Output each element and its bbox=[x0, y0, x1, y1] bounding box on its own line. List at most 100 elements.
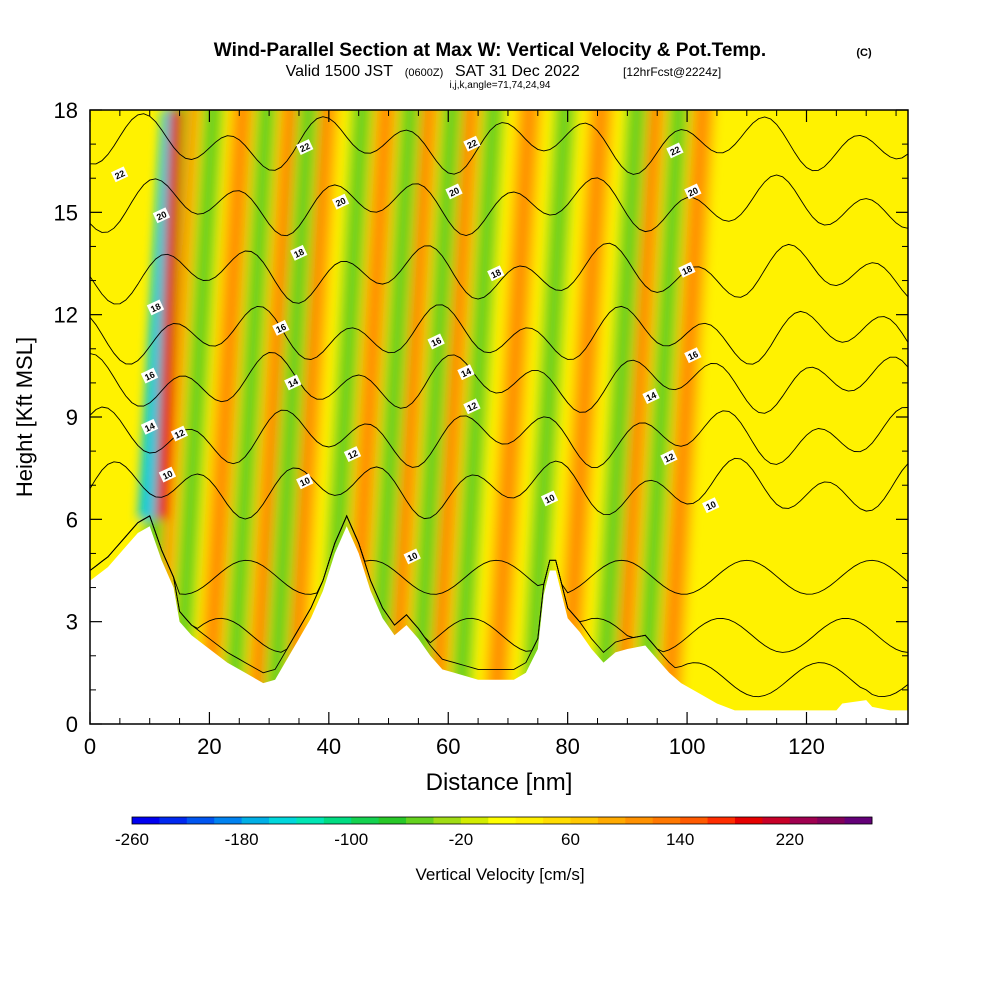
colorbar-swatch bbox=[488, 817, 517, 824]
contour-label-text: 22 bbox=[668, 144, 681, 157]
updraft-core bbox=[615, 110, 660, 724]
contour-label-text: 16 bbox=[274, 322, 287, 335]
contour-label-bg bbox=[540, 490, 559, 507]
colorbar-tick-label: 60 bbox=[561, 830, 580, 849]
y-tick-label: 6 bbox=[66, 507, 78, 532]
colorbar-swatch bbox=[433, 817, 462, 824]
contour-label-bg bbox=[110, 166, 129, 183]
contour-labels: 22 22 22 22 20 20 20 20 18 18 18 18 16 16 16 16 14 14 14 14… bbox=[110, 135, 720, 565]
contour-label-bg bbox=[284, 374, 302, 391]
contour-label-bg bbox=[427, 333, 445, 350]
x-tick-label: 100 bbox=[669, 734, 706, 759]
theta-contour bbox=[90, 352, 908, 414]
colorbar-swatch bbox=[817, 817, 845, 824]
contour-label: 10 bbox=[403, 548, 421, 565]
contour-label-bg bbox=[140, 418, 159, 435]
x-tick-label: 20 bbox=[197, 734, 221, 759]
contour-label-bg bbox=[158, 466, 177, 483]
colorbar-swatch bbox=[323, 817, 352, 824]
downdraft-core bbox=[454, 110, 498, 724]
x-axis-label: Distance [nm] bbox=[426, 769, 573, 796]
contour-label: 16 bbox=[427, 333, 445, 350]
contour-label-text: 14 bbox=[286, 376, 299, 389]
updraft-core bbox=[430, 110, 475, 724]
contour-label-text: 10 bbox=[704, 499, 717, 512]
contour-label-text: 20 bbox=[686, 185, 699, 198]
y-tick-label: 12 bbox=[54, 303, 78, 328]
plot-area bbox=[90, 110, 908, 724]
theta-contour-low bbox=[90, 514, 908, 698]
contour-label: 18 bbox=[487, 265, 505, 282]
colorbar: -260 -180 -100 -20 60 140 220 bbox=[115, 816, 873, 849]
contour-label-bg bbox=[296, 473, 314, 490]
downdraft-core bbox=[526, 110, 570, 724]
contour-label-bg bbox=[457, 364, 475, 381]
contour-label: 22 bbox=[110, 166, 129, 183]
theta-contour bbox=[90, 113, 908, 175]
contour-label-bg bbox=[170, 425, 189, 442]
contour-label-bg bbox=[403, 548, 421, 565]
velocity-bands bbox=[130, 110, 716, 724]
chart-title-mark: (C) bbox=[856, 47, 872, 59]
colorbar-swatch bbox=[597, 817, 626, 824]
terrain bbox=[90, 526, 908, 724]
x-tick-label: 80 bbox=[555, 734, 579, 759]
contour-label-bg bbox=[642, 388, 660, 405]
theta-contour-low bbox=[90, 514, 908, 653]
colorbar-swatch bbox=[570, 817, 599, 824]
contour-label-text: 12 bbox=[346, 448, 359, 461]
colorbar-tick-label: 220 bbox=[776, 830, 804, 849]
downdraft-core bbox=[597, 110, 641, 724]
colorbar-tick-label: -260 bbox=[115, 830, 149, 849]
contour-label-bg bbox=[702, 497, 720, 514]
contour-label: 10 bbox=[540, 490, 559, 507]
x-tick-label: 40 bbox=[317, 734, 341, 759]
colorbar-swatch bbox=[132, 817, 160, 824]
y-tick-label: 18 bbox=[54, 98, 78, 123]
y-tick-label: 15 bbox=[54, 200, 78, 225]
contour-label-text: 10 bbox=[543, 492, 556, 505]
contour-label-bg bbox=[146, 299, 165, 316]
contour-label: 14 bbox=[642, 388, 660, 405]
colorbar-swatch bbox=[707, 817, 736, 824]
theta-contour-low bbox=[90, 514, 908, 595]
contour-label: 12 bbox=[343, 446, 362, 463]
downdraft-core bbox=[174, 110, 217, 724]
contour-label-bg bbox=[684, 347, 702, 364]
contour-label-text: 20 bbox=[334, 195, 347, 208]
theta-contour bbox=[90, 304, 908, 365]
colorbar-swatch bbox=[186, 817, 215, 824]
contour-label: 18 bbox=[146, 299, 165, 316]
updraft-core bbox=[561, 110, 606, 724]
contour-label-bg bbox=[140, 367, 159, 384]
contour-label-bg bbox=[296, 139, 314, 156]
contour-label: 14 bbox=[457, 364, 475, 381]
contour-label-text: 10 bbox=[161, 468, 174, 481]
contour-label: 20 bbox=[331, 193, 350, 210]
contour-label: 10 bbox=[702, 497, 720, 514]
downdraft-core bbox=[269, 110, 313, 724]
contour-label-text: 16 bbox=[143, 369, 156, 382]
contour-label-text: 14 bbox=[460, 366, 473, 379]
contour-label-text: 14 bbox=[143, 421, 156, 434]
colorbar-swatch bbox=[214, 817, 243, 824]
contour-label-text: 12 bbox=[663, 451, 676, 464]
theta-contours bbox=[90, 113, 908, 698]
params-line: i,j,k,angle=71,74,24,94 bbox=[450, 80, 551, 91]
contour-label-bg bbox=[463, 398, 481, 415]
colorbar-swatch bbox=[406, 817, 434, 824]
contour-label-bg bbox=[343, 446, 362, 463]
contour-label-bg bbox=[666, 142, 684, 159]
contour-label-text: 12 bbox=[465, 400, 478, 413]
updraft-core bbox=[203, 110, 248, 724]
colorbar-tick-label: 140 bbox=[666, 830, 694, 849]
colorbar-swatch bbox=[789, 817, 818, 824]
contour-label-bg bbox=[290, 244, 308, 261]
subtitle-utc: (0600Z) bbox=[405, 67, 444, 79]
contour-label-text: 12 bbox=[173, 427, 186, 440]
subtitle-forecast: [12hrFcst@2224z] bbox=[623, 65, 721, 79]
contour-label: 12 bbox=[660, 449, 678, 466]
contour-label: 12 bbox=[463, 398, 481, 415]
theta-contour bbox=[90, 242, 908, 305]
